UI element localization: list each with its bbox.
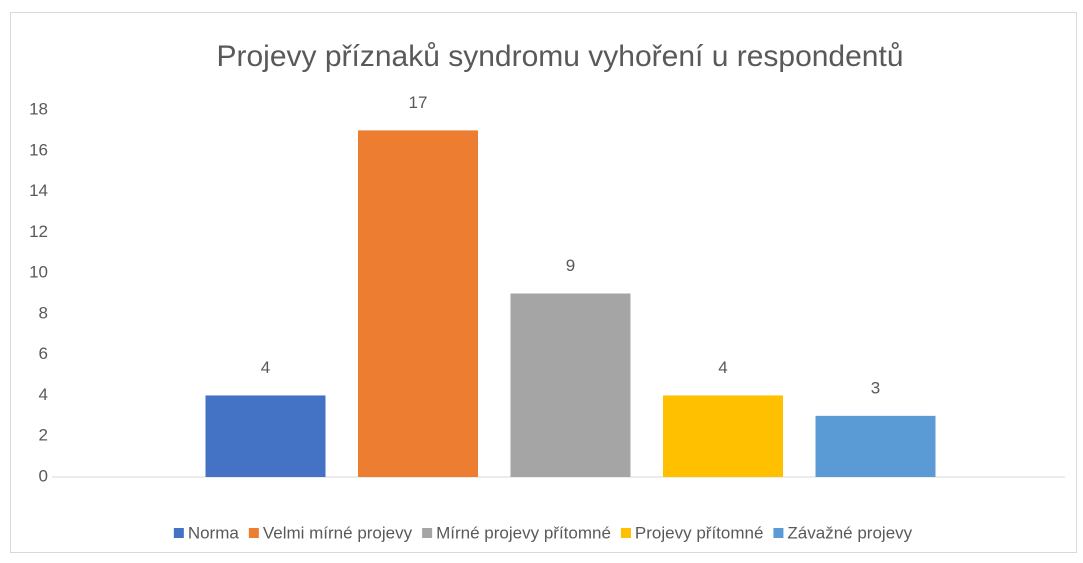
y-tick-label: 12 — [29, 222, 48, 241]
legend-label: Mírné projevy přítomné — [436, 523, 611, 542]
legend-swatch — [248, 528, 259, 538]
y-tick-label: 2 — [39, 426, 48, 445]
y-tick-label: 18 — [29, 99, 48, 118]
data-label: 17 — [409, 93, 428, 112]
y-tick-label: 16 — [29, 140, 48, 159]
bar — [358, 130, 478, 477]
y-tick-label: 14 — [29, 181, 48, 200]
legend-swatch — [422, 528, 433, 538]
y-tick-label: 0 — [39, 466, 48, 485]
y-tick-label: 10 — [29, 263, 48, 282]
chart-title: Projevy příznaků syndromu vyhoření u res… — [216, 40, 903, 73]
data-label: 9 — [566, 256, 575, 275]
legend-label: Projevy přítomné — [635, 523, 764, 542]
bar — [510, 293, 631, 477]
legend-swatch — [773, 528, 784, 538]
data-label: 4 — [718, 358, 727, 377]
y-tick-label: 4 — [39, 385, 48, 404]
legend-label: Velmi mírné projevy — [263, 523, 413, 542]
bar — [663, 395, 783, 477]
data-label: 3 — [871, 378, 880, 397]
y-tick-label: 8 — [39, 303, 48, 322]
bar — [205, 395, 326, 477]
y-tick-label: 6 — [39, 344, 48, 363]
data-label: 4 — [261, 358, 270, 377]
legend-swatch — [620, 528, 631, 538]
bar — [815, 415, 936, 477]
legend-label: Norma — [188, 523, 240, 542]
legend-label: Závažné projevy — [787, 523, 912, 542]
legend-swatch — [173, 528, 184, 538]
